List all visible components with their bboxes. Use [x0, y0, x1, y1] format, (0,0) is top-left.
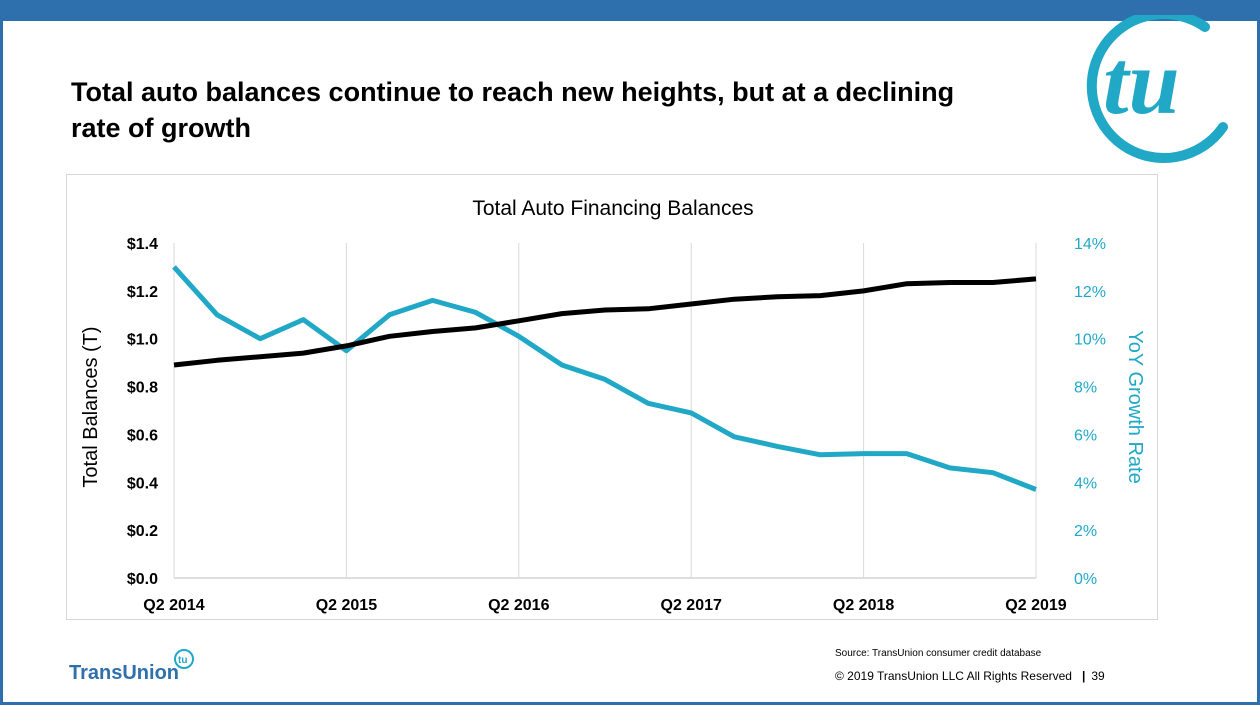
x-tick-label: Q2 2017: [661, 597, 722, 614]
y-left-tick-label: $0.2: [127, 523, 158, 540]
y-axis-left-label: Total Balances (T): [80, 326, 102, 487]
y-right-tick-label: 4%: [1074, 475, 1097, 492]
tick-layer: Q2 2014 Q2 2015 Q2 2016 Q2 2017 Q2 2018 Q2 20…: [127, 236, 1106, 614]
y-right-tick-label: 0%: [1074, 571, 1097, 588]
y-right-tick-label: 6%: [1074, 427, 1097, 444]
top-accent-bar: [3, 0, 1260, 21]
series-layer: [174, 267, 1036, 490]
y-right-tick-label: 14%: [1074, 236, 1106, 253]
grid-layer: [174, 243, 1036, 578]
growth-rate-line: [174, 267, 1036, 490]
copyright-line: © 2019 TransUnion LLC All Rights Reserve…: [835, 669, 1105, 683]
y-right-tick-label: 2%: [1074, 523, 1097, 540]
chart-title: Total Auto Financing Balances: [472, 197, 753, 220]
y-left-tick-label: $1.2: [127, 284, 158, 301]
y-right-tick-label: 8%: [1074, 380, 1097, 397]
slide-title: Total auto balances continue to reach ne…: [71, 74, 971, 146]
x-tick-label: Q2 2019: [1005, 597, 1066, 614]
x-tick-label: Q2 2018: [833, 597, 894, 614]
svg-text:tu: tu: [178, 655, 187, 666]
transunion-mark-icon: tu: [173, 648, 195, 670]
copyright-text: © 2019 TransUnion LLC All Rights Reserve…: [835, 669, 1072, 683]
tu-logo-text: tu: [1103, 31, 1180, 133]
x-tick-label: Q2 2014: [143, 597, 204, 614]
chart-container: Total Auto Financing Balances Q2 2014 Q2 …: [66, 174, 1158, 620]
y-left-tick-label: $0.8: [127, 380, 158, 397]
y-left-tick-label: $0.0: [127, 571, 158, 588]
y-right-tick-label: 12%: [1074, 284, 1106, 301]
line-chart: Total Auto Financing Balances Q2 2014 Q2 …: [67, 175, 1159, 621]
transunion-brand: TransUnion: [69, 662, 179, 685]
x-tick-label: Q2 2015: [316, 597, 377, 614]
y-left-tick-label: $0.6: [127, 427, 158, 444]
y-left-tick-label: $0.4: [127, 475, 158, 492]
y-left-tick-label: $1.0: [127, 332, 158, 349]
tu-logo-icon: tu: [1083, 15, 1233, 165]
y-left-tick-label: $1.4: [127, 236, 158, 253]
y-axis-right-label: YoY Growth Rate: [1124, 330, 1146, 483]
source-note: Source: TransUnion consumer credit datab…: [835, 648, 1041, 659]
y-right-tick-label: 10%: [1074, 332, 1106, 349]
x-tick-label: Q2 2016: [488, 597, 549, 614]
separator: |: [1082, 669, 1085, 683]
page-number: 39: [1091, 669, 1104, 683]
